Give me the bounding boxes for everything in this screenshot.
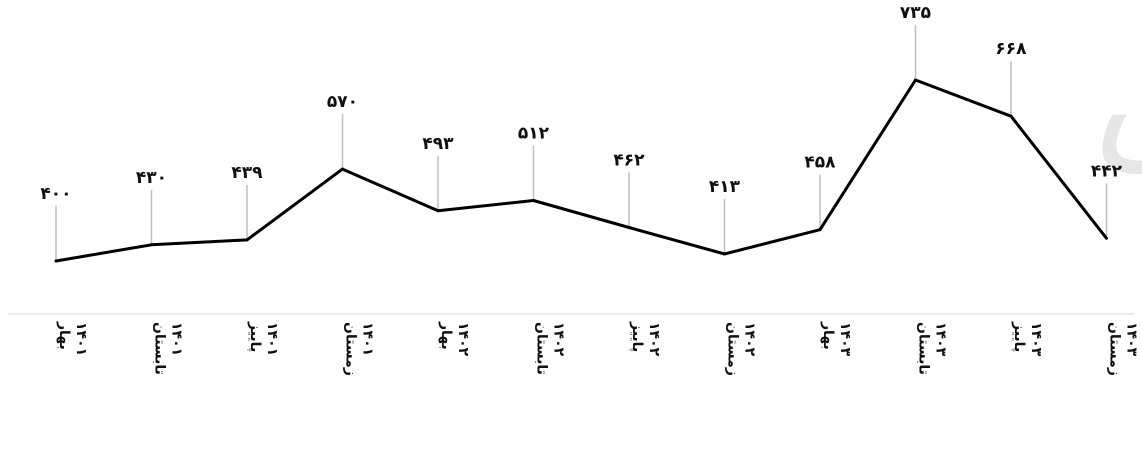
category-label: زمستان۱۴۰۳ [1107, 322, 1140, 376]
data-label: ۴۶۲ [613, 151, 645, 171]
data-point [436, 209, 440, 213]
data-label: ۴۹۳ [422, 134, 454, 154]
data-point [245, 238, 249, 242]
category-label: بهار۱۴۰۲ [438, 321, 471, 357]
data-label: ۴۰۰ [40, 184, 71, 204]
data-label: ۴۳۹ [231, 163, 263, 183]
category-label: زمستان۱۴۰۱ [343, 322, 376, 376]
category-label: تابستان۱۴۰۲ [534, 322, 567, 375]
data-point [150, 243, 153, 247]
category-label: بهار۱۴۰۳ [820, 321, 853, 357]
series-path [55, 78, 1108, 263]
series-line [54, 78, 1108, 263]
watermark: مرکز آمار ایران [1090, 9, 1142, 187]
data-point [54, 259, 58, 263]
category-label: پاییز۱۴۰۳ [1011, 321, 1044, 357]
category-label: زمستان۱۴۰۲ [725, 322, 758, 376]
data-label: ۷۳۵ [900, 3, 931, 23]
category-label: تابستان۱۴۰۱ [152, 322, 185, 375]
data-point [818, 228, 822, 232]
data-point [914, 78, 917, 82]
data-label: ۴۵۸ [804, 153, 836, 173]
data-label: ۴۳۰ [136, 168, 167, 188]
data-label: ۴۴۲ [1091, 161, 1123, 181]
value-labels: ۴۰۰ ۴۳۰ ۴۳۹ ۵۷۰ ۴۹۳ ۵۱۲ ۴۶۲ ۴۱۳ ۴۵۸ ۷۳۵ ۶۶۸ ۴۴۲ [40, 3, 1122, 204]
data-point [723, 252, 726, 256]
data-label: ۴۱۳ [709, 177, 741, 197]
category-label: بهار۱۴۰۱ [56, 321, 89, 356]
data-label: ۵۷۰ [327, 92, 358, 112]
leader-lines [55, 25, 1108, 261]
data-point [1105, 236, 1108, 240]
data-label: ۵۱۲ [518, 123, 550, 143]
data-label: ۶۶۸ [995, 39, 1027, 59]
category-label: پاییز۱۴۰۲ [629, 321, 662, 357]
data-point [627, 226, 631, 230]
data-point [341, 167, 344, 171]
data-point [1009, 114, 1013, 118]
data-point [532, 198, 535, 202]
category-label: تابستان۱۴۰۳ [916, 322, 949, 375]
category-labels: بهار۱۴۰۱ تابستان۱۴۰۱ پاییز۱۴۰۱ زمستان۱۴۰۱ به… [56, 321, 1140, 376]
category-label: پاییز۱۴۰۱ [247, 321, 280, 356]
